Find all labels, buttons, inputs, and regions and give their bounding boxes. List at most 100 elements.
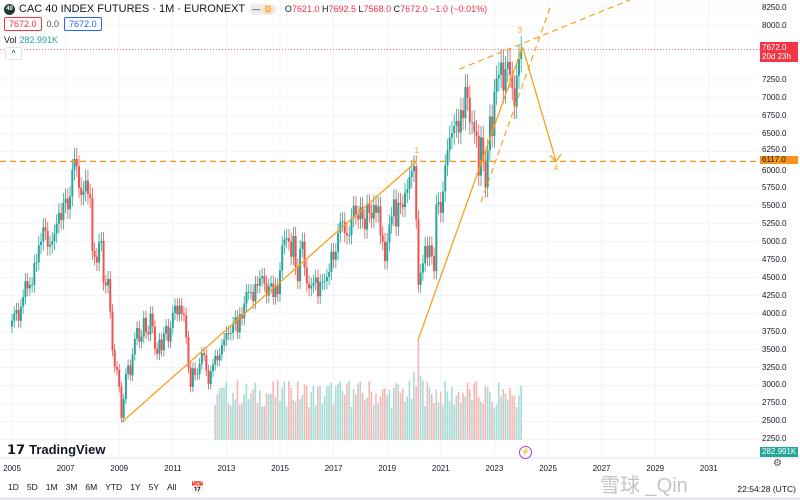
candle-body: [386, 242, 389, 262]
candle-body: [375, 205, 378, 213]
low-value: 7568.0: [363, 4, 392, 14]
candle-body: [37, 245, 40, 263]
candle-body: [410, 171, 413, 177]
market-status-badge[interactable]: — D: [249, 3, 277, 15]
candle-body: [310, 285, 313, 289]
wave-label: 1: [414, 146, 419, 155]
time-tick: 2015: [271, 464, 289, 473]
range-6m[interactable]: 6M: [85, 482, 98, 492]
gear-icon[interactable]: ⚙: [773, 458, 782, 469]
volume-bar: [261, 406, 263, 440]
candle-body: [162, 333, 165, 351]
candle-body: [176, 305, 179, 315]
volume-bar: [227, 403, 230, 440]
price-tick: 5500.0: [762, 200, 787, 210]
range-all[interactable]: All: [167, 482, 177, 492]
volume-bar: [294, 401, 297, 440]
volume-bar: [448, 400, 451, 440]
candle-body: [243, 303, 246, 319]
calendar-icon[interactable]: 📅: [190, 481, 205, 494]
sell-button[interactable]: 7672.0: [4, 17, 42, 31]
buy-button[interactable]: 7672.0: [64, 17, 102, 31]
candle-body: [171, 312, 174, 328]
volume-bar: [451, 387, 453, 440]
candle-body: [120, 386, 123, 418]
candle-body: [203, 353, 206, 356]
volume-bar: [486, 386, 489, 440]
range-1m[interactable]: 1M: [45, 482, 58, 492]
time-tick: 2029: [646, 464, 665, 473]
lightning-event-icon[interactable]: ⚡: [519, 446, 532, 459]
price-tick: 5000.0: [762, 236, 787, 246]
candle-body: [227, 332, 230, 334]
symbol-icon: 40: [4, 3, 15, 15]
volume-bar: [462, 392, 464, 440]
candle-body: [504, 69, 507, 91]
candle-body: [348, 235, 351, 237]
price-tick: 7250.0: [762, 74, 787, 84]
volume-bar: [332, 404, 335, 440]
channel-line: [459, 0, 632, 70]
candle-body: [328, 271, 331, 277]
candle-body: [40, 241, 43, 246]
volume-bar: [464, 396, 467, 440]
tv-logo-icon: 𝟭𝟳: [7, 442, 26, 457]
candle-body: [359, 207, 362, 220]
wave-label: 3: [518, 26, 523, 35]
volume-bar: [370, 391, 373, 440]
candle-body: [332, 251, 335, 260]
volume-bar: [515, 407, 518, 440]
range-1y[interactable]: 1Y: [130, 482, 141, 492]
price-tick: 3750.0: [762, 326, 787, 336]
price-tick: 6000.0: [762, 165, 787, 175]
volume-bar: [243, 394, 245, 440]
candle-body: [205, 355, 208, 371]
symbol-title[interactable]: CAC 40 INDEX FUTURES · 1M · EURONEXT: [19, 3, 246, 15]
candle-body: [312, 282, 315, 286]
candle-body: [122, 399, 125, 418]
volume-bar: [357, 383, 359, 440]
candle-body: [421, 263, 424, 273]
range-3m[interactable]: 3M: [65, 482, 78, 492]
candle-body: [290, 241, 293, 257]
candle-body: [267, 286, 270, 296]
change-value: −1.0 (−0.01%): [430, 4, 488, 14]
candle-body: [343, 221, 346, 234]
open-value: 7621.0: [291, 4, 320, 14]
volume-bar: [279, 401, 281, 440]
candle-body: [218, 354, 221, 361]
range-5d[interactable]: 5D: [26, 482, 38, 492]
range-ytd[interactable]: YTD: [105, 482, 123, 492]
volume-bar: [379, 396, 382, 440]
volume-bar: [323, 396, 326, 440]
collapse-legend-button[interactable]: ^: [5, 47, 22, 60]
candle-body: [15, 309, 18, 314]
volume-bar: [480, 401, 482, 440]
candle-body: [258, 278, 261, 286]
volume-bar: [229, 405, 232, 440]
time-tick: 2005: [3, 464, 21, 473]
candle-body: [62, 202, 65, 221]
candle-body: [464, 87, 467, 119]
range-5y[interactable]: 5Y: [148, 482, 159, 492]
candle-body: [390, 216, 393, 225]
ohlc-values: O7621.0 H7692.5 L7568.0 C7672.0 −1.0 (−0…: [285, 4, 487, 14]
last-price-label: 7672.0 20d 23h: [760, 42, 798, 62]
candle-body: [156, 348, 159, 354]
clock[interactable]: 22:54:28 (UTC): [737, 484, 796, 494]
spread-value: 0.0: [46, 19, 60, 29]
volume-bar: [259, 390, 261, 440]
volume-value: 282.991K: [19, 35, 59, 45]
volume-label: Vol: [4, 35, 17, 45]
range-1d[interactable]: 1D: [8, 482, 19, 492]
candle-body: [285, 238, 288, 240]
time-tick: 2021: [431, 464, 450, 473]
volume-bar: [283, 381, 286, 440]
candle-body: [462, 110, 465, 119]
candle-body: [104, 282, 107, 286]
volume-bar: [317, 386, 319, 440]
watermark: 雪球 _Qin: [600, 475, 688, 497]
volume-bar: [466, 382, 469, 440]
candle-body: [160, 339, 163, 351]
